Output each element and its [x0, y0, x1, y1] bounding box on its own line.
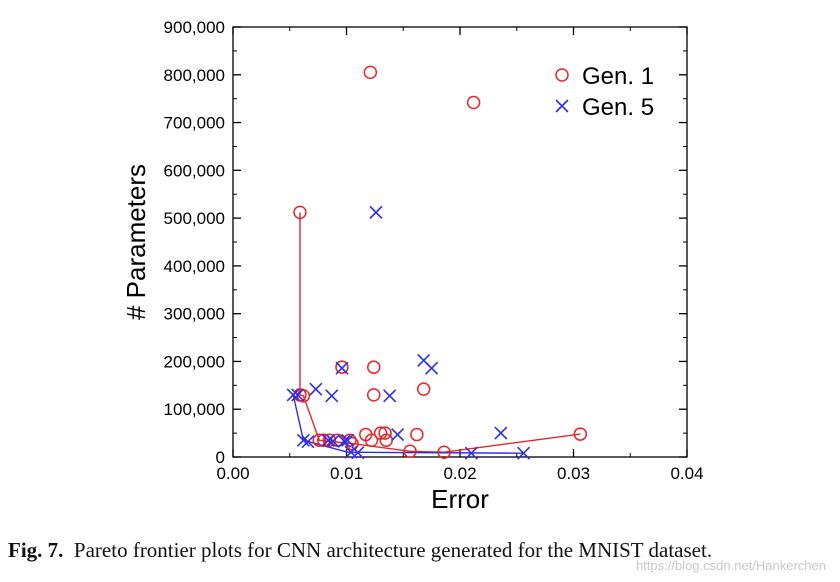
x-marker-stroke — [494, 426, 508, 440]
point-series-1 — [293, 205, 307, 220]
y-tick-label: 800,000 — [164, 66, 225, 85]
point-series-2 — [321, 433, 335, 447]
point-series-2 — [464, 446, 478, 460]
x-marker-stroke — [425, 361, 439, 375]
point-series-1 — [317, 433, 331, 448]
legend-label-2: Gen. 5 — [582, 94, 654, 121]
y-tick-label: 0 — [216, 448, 225, 467]
point-series-1 — [416, 382, 431, 396]
y-tick-label: 900,000 — [164, 18, 225, 37]
data-points — [286, 65, 588, 460]
y-tick-label: 100,000 — [164, 400, 225, 419]
point-series-2 — [351, 446, 365, 460]
legend-marker-2 — [555, 99, 569, 113]
point-series-2 — [335, 361, 349, 375]
y-tick-label: 600,000 — [164, 161, 225, 180]
x-marker-stroke — [321, 433, 335, 447]
y-tick-label: 400,000 — [164, 257, 225, 276]
point-series-1 — [312, 433, 327, 448]
x-marker-stroke — [369, 205, 383, 219]
x-marker-stroke — [341, 433, 355, 447]
point-series-1 — [366, 360, 381, 374]
x-marker-stroke — [326, 434, 340, 448]
x-marker-stroke — [337, 434, 351, 448]
chart: 0.00 0.01 0.02 0.03 0.04 0 100,000 200,000 300,0… — [121, 18, 704, 514]
point-series-1 — [322, 433, 337, 448]
x-tick-label: 0.04 — [670, 464, 703, 483]
point-series-1 — [366, 388, 381, 402]
x-tick-label: 0.02 — [443, 464, 476, 483]
x-marker-stroke — [296, 433, 310, 447]
point-series-2 — [309, 382, 323, 396]
point-series-1 — [403, 444, 417, 459]
legend: Gen. 1 Gen. 5 — [555, 63, 654, 121]
legend-marker-1 — [555, 68, 569, 82]
point-series-2 — [391, 427, 405, 442]
x-marker-stroke — [391, 427, 405, 442]
x-marker-stroke — [291, 388, 305, 402]
x-tick-label: 0.00 — [216, 464, 249, 483]
legend-label-1: Gen. 1 — [582, 63, 654, 90]
point-series-2 — [337, 434, 351, 448]
x-tick-label: 0.03 — [557, 464, 590, 483]
x-marker-stroke — [464, 446, 478, 460]
point-series-1 — [335, 360, 349, 374]
point-series-1 — [410, 427, 424, 442]
point-series-2 — [383, 389, 397, 403]
y-tick-label: 500,000 — [164, 209, 225, 228]
x-marker-stroke — [325, 389, 339, 403]
point-series-2 — [516, 446, 531, 460]
x-marker-stroke — [335, 361, 349, 375]
x-axis-title: Error — [431, 484, 489, 514]
frontier-lines — [292, 212, 581, 454]
frontier-line-1 — [299, 212, 581, 453]
point-series-1 — [378, 426, 392, 440]
point-series-2 — [296, 433, 310, 447]
x-marker-stroke — [286, 388, 300, 402]
x-marker-stroke — [344, 445, 358, 459]
caption-text: Pareto frontier plots for CNN architectu… — [73, 538, 713, 562]
point-series-2 — [286, 388, 300, 402]
point-series-1 — [466, 95, 481, 110]
figure-caption: Fig. 7. Pareto frontier plots for CNN ar… — [8, 538, 838, 563]
point-series-1 — [363, 65, 378, 80]
x-marker-stroke — [383, 389, 397, 403]
x-tick-label: 0.01 — [330, 464, 363, 483]
point-series-2 — [301, 435, 315, 449]
x-marker-stroke — [417, 353, 431, 368]
point-series-2 — [494, 426, 508, 440]
watermark: https://blog.csdn.net/Hankerchen — [635, 558, 826, 573]
x-marker-stroke — [301, 435, 315, 449]
caption-label: Fig. 7. — [8, 538, 64, 562]
point-series-2 — [341, 433, 355, 447]
x-marker-stroke — [555, 99, 569, 113]
point-series-2 — [326, 434, 340, 448]
point-series-2 — [325, 389, 339, 403]
point-series-1 — [573, 427, 588, 441]
axes: 0.00 0.01 0.02 0.03 0.04 0 100,000 200,000 300,0… — [121, 18, 704, 514]
point-series-1 — [437, 445, 451, 459]
point-series-2 — [425, 361, 439, 375]
x-marker-stroke — [516, 446, 531, 460]
point-series-2 — [369, 205, 383, 219]
y-tick-label: 300,000 — [164, 305, 225, 324]
x-marker-stroke — [351, 446, 365, 460]
point-series-1 — [364, 433, 379, 448]
y-tick-label: 200,000 — [164, 352, 225, 371]
y-axis-title: # Parameters — [121, 164, 151, 320]
point-series-2 — [291, 388, 305, 402]
y-tick-label: 700,000 — [164, 114, 225, 133]
x-marker-stroke — [309, 382, 323, 396]
